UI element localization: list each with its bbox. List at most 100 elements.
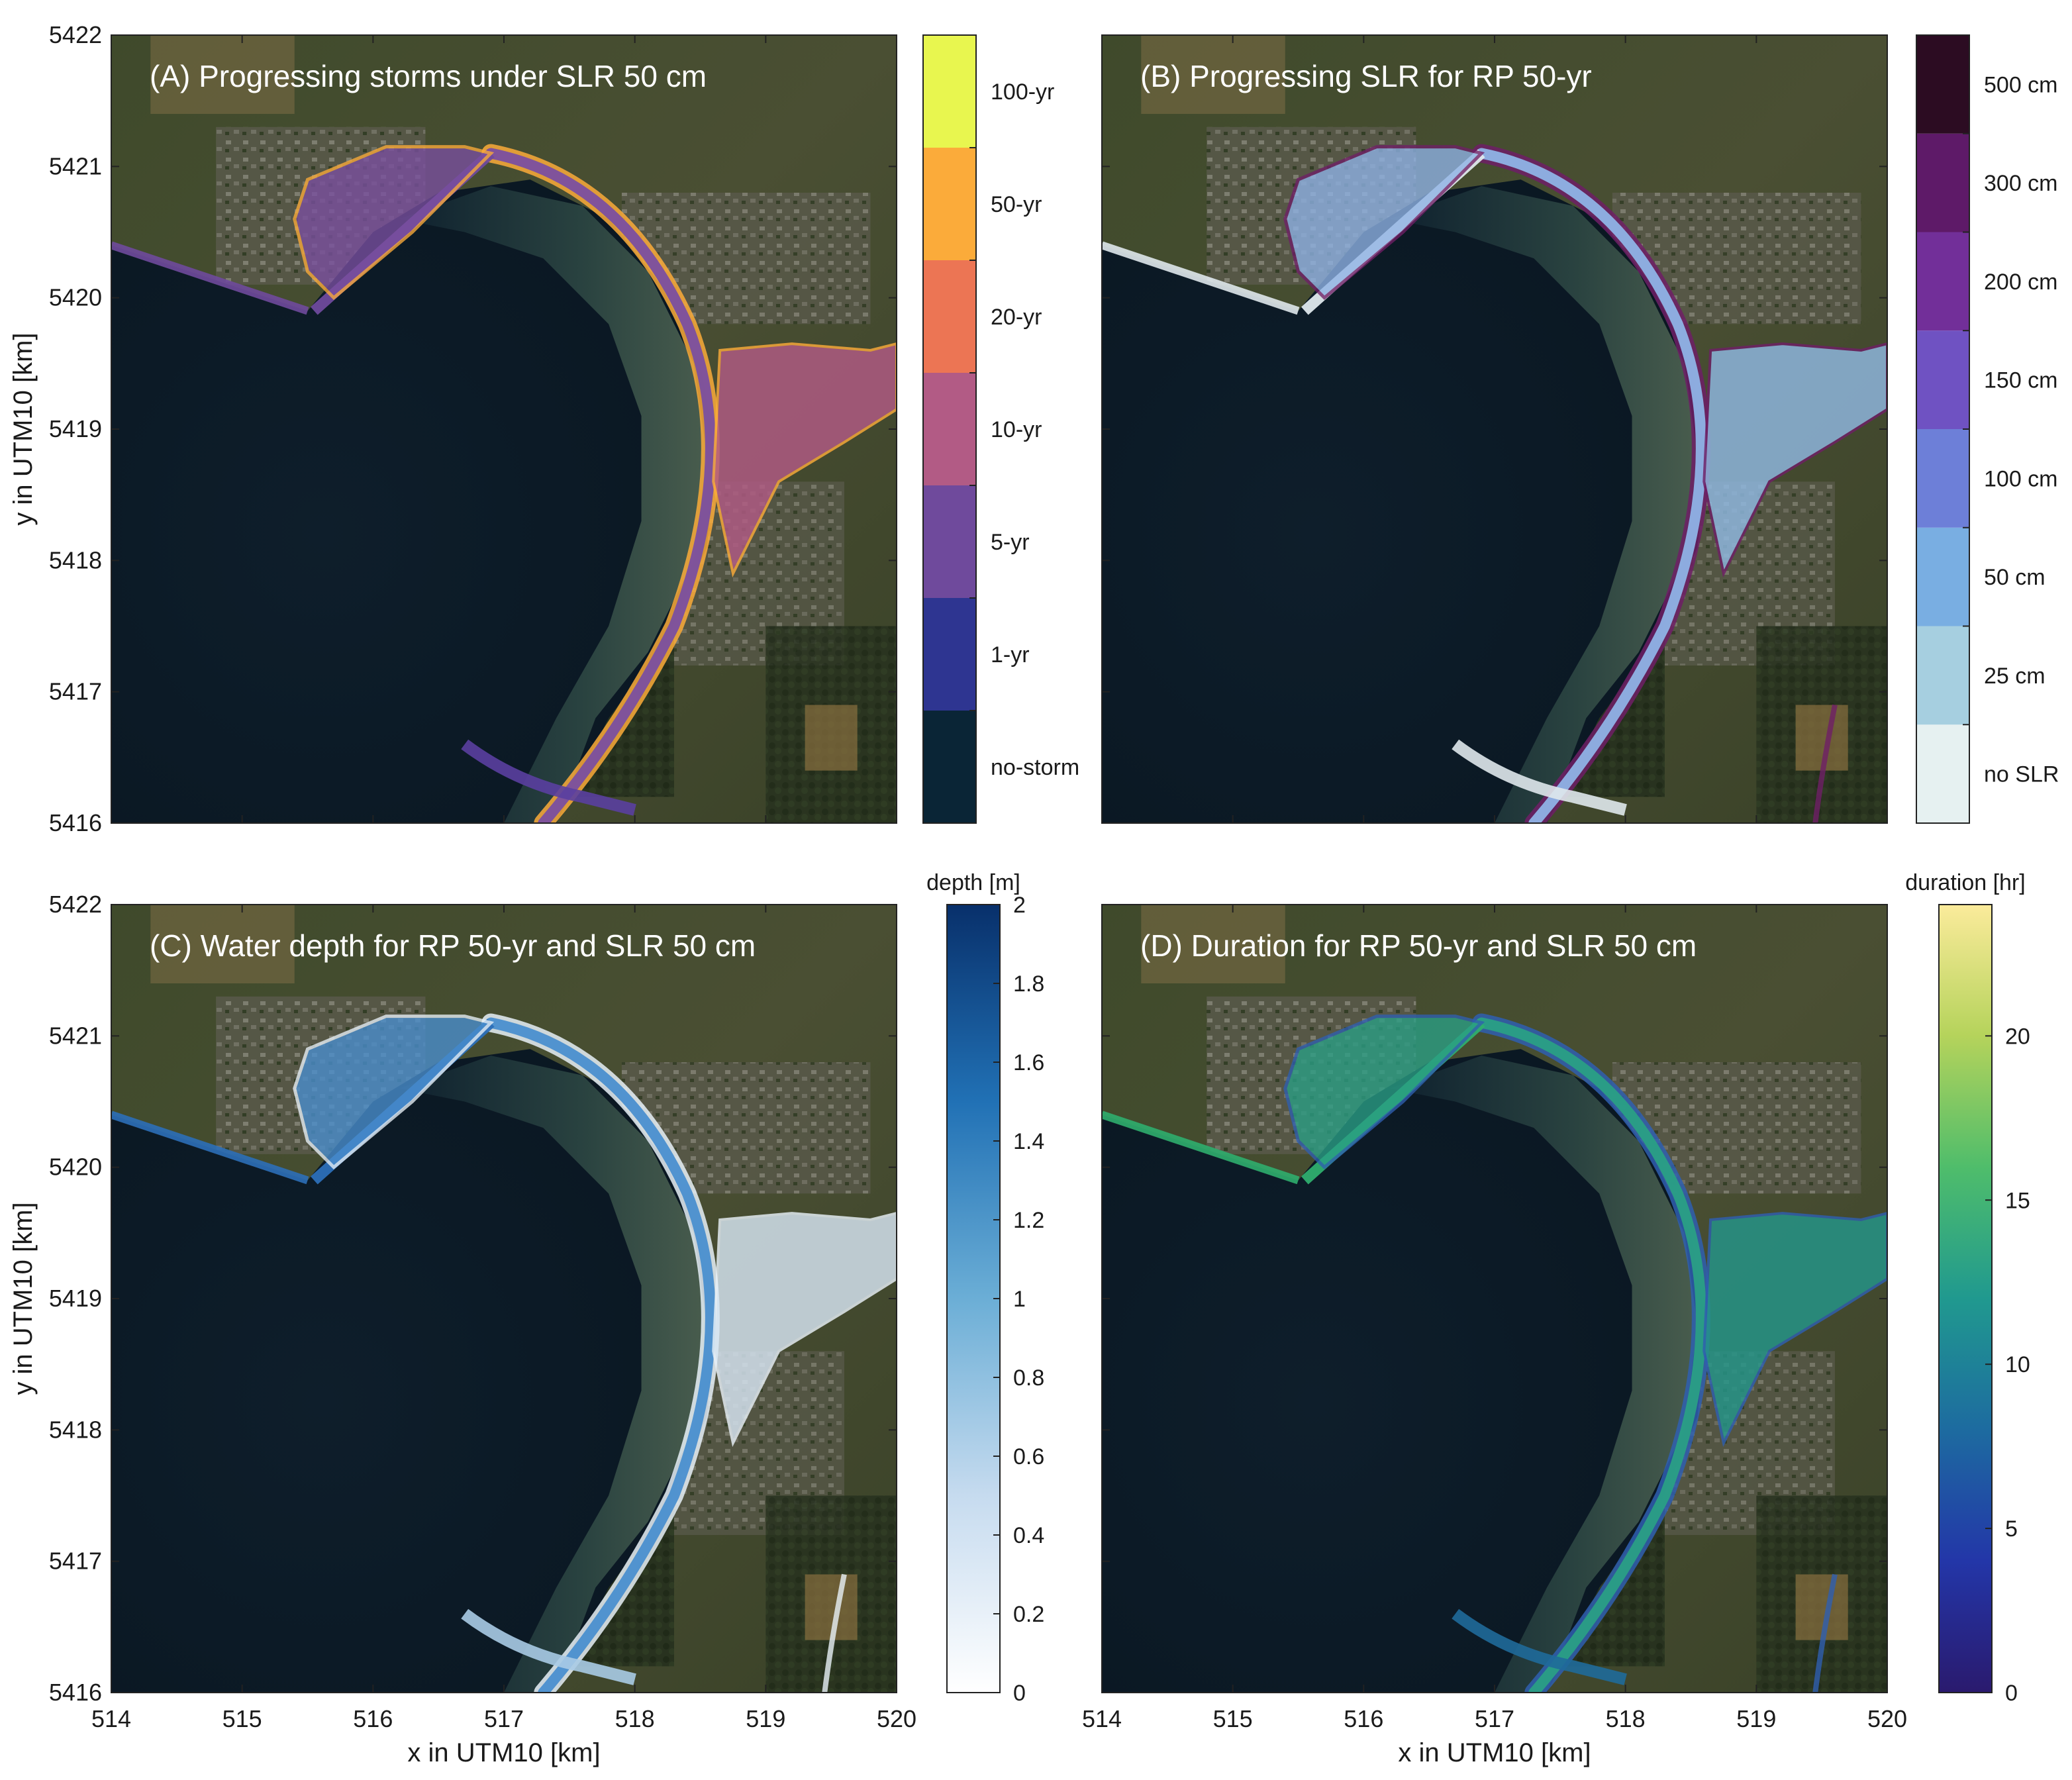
y-axis-label: y in UTM10 [km] <box>9 332 38 525</box>
field-southeast <box>1795 705 1848 771</box>
colorbar-label: 0.4 <box>1013 1523 1044 1548</box>
colorbar-label: 5-yr <box>991 530 1030 555</box>
colorbar-frame <box>1938 904 1993 1693</box>
panel-title: (A) Progressing storms under SLR 50 cm <box>150 59 707 93</box>
colorbar-label: 1-yr <box>991 642 1030 668</box>
y-tick-label: 5422 <box>49 891 102 918</box>
x-tick-label: 516 <box>1344 1705 1383 1732</box>
colorbar-label: 300 cm <box>1984 171 2058 196</box>
colorbar-label: 0.6 <box>1013 1444 1044 1469</box>
colorbar-D: 0 5 10 15 20 duration [hr] <box>1905 870 2030 1706</box>
west-shore-flood <box>1102 241 1300 315</box>
field-southeast <box>1795 1574 1848 1640</box>
colorbar-label: 0.8 <box>1013 1365 1044 1391</box>
map-panel-C: (C) Water depth for RP 50-yr and SLR 50 … <box>9 891 916 1767</box>
y-tick-label: 5419 <box>49 1285 102 1312</box>
colorbar-label: no-storm <box>991 755 1079 780</box>
creek-flood <box>1452 739 1627 816</box>
colorbar-swatch <box>923 260 976 373</box>
colorbar-A: no-storm 1-yr 5-yr 10-yr 20-yr 50-yr 100-yr <box>922 34 1079 824</box>
colorbar-frame <box>946 904 1001 1693</box>
coast-flood <box>1476 148 1706 823</box>
colorbar-swatch <box>923 148 976 260</box>
y-tick-label: 5421 <box>49 152 102 179</box>
colorbar-label: 5 <box>2005 1516 2018 1542</box>
colorbar-swatch <box>1916 232 1969 331</box>
field-north <box>150 905 295 983</box>
colorbar-label: 0 <box>2005 1681 2018 1706</box>
eastern-lowland-flood <box>1702 342 1887 578</box>
west-shore-flood <box>111 241 309 315</box>
x-tick-label: 516 <box>353 1705 393 1732</box>
coast-flood <box>485 148 716 823</box>
west-shore-flood <box>111 1111 309 1185</box>
colorbar-label: 20 <box>2005 1024 2030 1049</box>
x-tick-label: 514 <box>1082 1705 1122 1732</box>
colorbar-label: 25 cm <box>1984 664 2046 689</box>
southeast-creek-flood <box>1812 1573 1838 1693</box>
y-tick-label: 5419 <box>49 415 102 442</box>
colorbar-label: 200 cm <box>1984 270 2058 295</box>
y-tick-label: 5416 <box>49 809 102 836</box>
colorbar-gradient <box>1939 905 1992 1693</box>
colorbar-swatch <box>1916 724 1969 823</box>
tidal-shoal <box>399 1056 707 1693</box>
coast-flood <box>1476 1017 1706 1693</box>
colorbar-label: 1 <box>1013 1287 1026 1312</box>
field-north <box>1141 35 1285 114</box>
lagoon-flood <box>293 145 495 301</box>
colorbar-swatch <box>923 35 976 148</box>
y-tick-label: 5417 <box>49 1548 102 1575</box>
southeast-creek-flood <box>822 1573 847 1693</box>
bay-water <box>1102 1049 1707 1693</box>
y-tick-label: 5420 <box>49 1154 102 1181</box>
panel-title: (C) Water depth for RP 50-yr and SLR 50 … <box>150 928 756 963</box>
colorbar-swatch <box>1916 35 1969 134</box>
west-shore-flood <box>1102 1111 1300 1185</box>
colorbar-label: 20-yr <box>991 305 1042 330</box>
panel-title: (B) Progressing SLR for RP 50-yr <box>1140 59 1592 93</box>
y-tick-label: 5418 <box>49 546 102 573</box>
eastern-lowland-flood <box>712 342 897 578</box>
bay-water <box>111 179 716 823</box>
y-tick-label: 5418 <box>49 1416 102 1443</box>
tidal-shoal <box>1389 1056 1698 1693</box>
colorbar-label: 15 <box>2005 1188 2030 1213</box>
colorbar-label: 500 cm <box>1984 72 2058 97</box>
field-north <box>150 35 295 114</box>
y-tick-label: 5417 <box>49 678 102 705</box>
lagoon-flood <box>1283 145 1485 301</box>
x-tick-label: 517 <box>484 1705 524 1732</box>
colorbar-B: no SLR 25 cm 50 cm 100 cm 150 cm 200 cm 300 cm… <box>1916 34 2059 824</box>
colorbar-title: duration [hr] <box>1905 870 2025 895</box>
x-tick-label: 514 <box>91 1705 131 1732</box>
colorbar-label: 2 <box>1013 893 1026 918</box>
y-axis-label: y in UTM10 [km] <box>9 1202 38 1395</box>
colorbar-label: 50 cm <box>1984 565 2046 590</box>
colorbar-swatch <box>923 373 976 485</box>
colorbar-swatch <box>1916 429 1969 528</box>
colorbar-swatch <box>923 711 976 823</box>
colorbar-swatch <box>923 485 976 598</box>
creek-flood <box>1452 1608 1627 1685</box>
lagoon-flood <box>1283 1014 1485 1170</box>
x-axis-label: x in UTM10 [km] <box>407 1738 600 1767</box>
y-tick-label: 5421 <box>49 1022 102 1049</box>
y-tick-label: 5422 <box>49 21 102 48</box>
eastern-lowland-flood <box>1702 1212 1887 1448</box>
colorbar-swatch <box>1916 133 1969 232</box>
field-southeast <box>805 705 858 771</box>
bay-water <box>1102 179 1707 823</box>
colorbar-swatch <box>923 598 976 711</box>
colorbar-gradient <box>947 905 1000 1693</box>
colorbar-label: no SLR <box>1984 762 2059 787</box>
colorbar-swatch <box>1916 527 1969 626</box>
eastern-lowland-flood <box>712 1212 897 1448</box>
x-tick-label: 518 <box>1606 1705 1646 1732</box>
colorbar-label: 0.2 <box>1013 1602 1044 1627</box>
colorbar-swatch <box>1916 330 1969 429</box>
coast-flood <box>485 1017 716 1693</box>
tidal-shoal <box>399 186 707 823</box>
